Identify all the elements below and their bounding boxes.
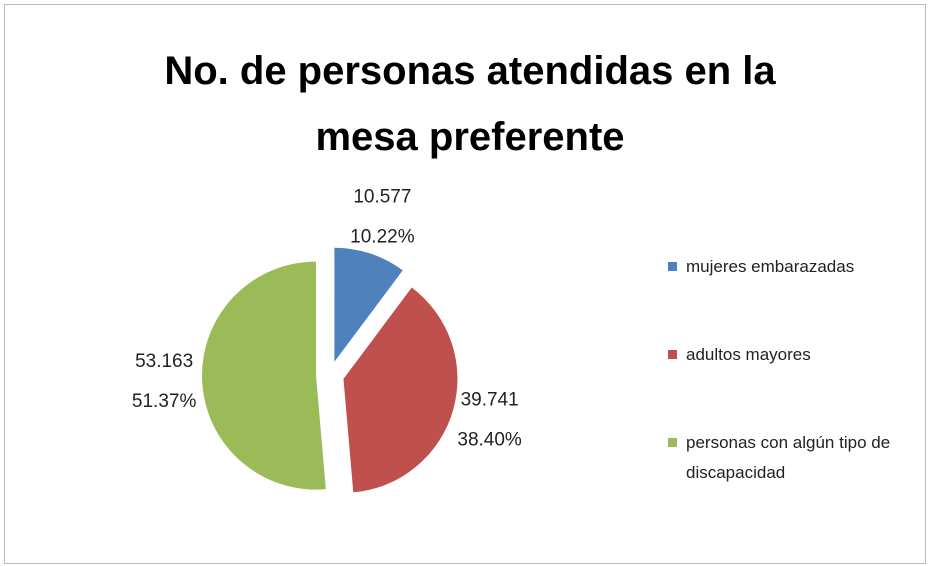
legend-swatch [668, 262, 677, 271]
pie-slice [334, 247, 403, 362]
value-label: 39.741 [461, 390, 519, 411]
legend-label: adultos mayores [686, 345, 811, 364]
value-label: 10.577 [353, 187, 411, 208]
pie-slice [202, 261, 326, 490]
legend-label: mujeres embarazadas [686, 257, 855, 276]
legend-entry: mujeres embarazadas [668, 252, 918, 340]
legend-label: personas con algún tipo de discapacidad [686, 433, 891, 482]
pie-slice [343, 287, 458, 493]
chart-title: No. de personas atendidas en la mesa pre… [164, 49, 776, 159]
legend-swatch [668, 438, 677, 447]
legend-entry: personas con algún tipo de discapacidad [668, 428, 918, 516]
percent-label: 38.40% [457, 430, 522, 451]
legend-entry: adultos mayores [668, 340, 918, 428]
value-label: 53.163 [135, 351, 193, 372]
percent-label: 10.22% [350, 227, 415, 248]
percent-label: 51.37% [132, 391, 197, 412]
chart-frame [4, 4, 926, 564]
legend-swatch [668, 350, 677, 359]
legend: mujeres embarazadas adultos mayores person… [668, 252, 918, 516]
